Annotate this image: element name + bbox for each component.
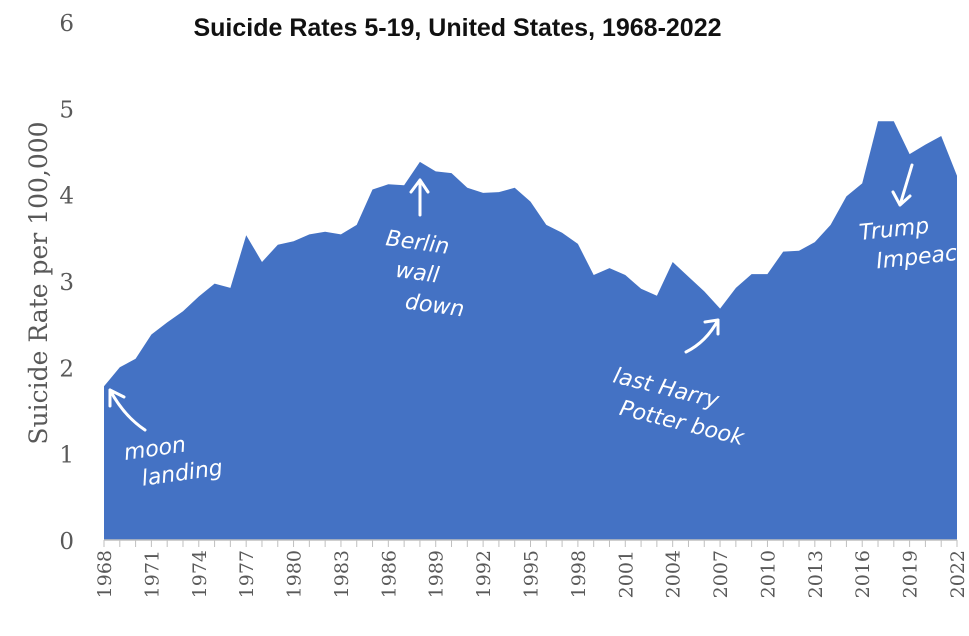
x-tick-label: 1995 (521, 550, 543, 598)
x-tick-label: 2004 (663, 550, 685, 598)
x-tick-label: 1998 (568, 550, 590, 598)
x-tick-label: 2016 (852, 550, 874, 598)
x-tick-label: 1968 (94, 550, 116, 598)
x-tick-label: 1977 (236, 550, 258, 598)
y-tick-label: 5 (59, 97, 74, 123)
x-tick-label: 2013 (805, 550, 827, 598)
y-tick-label: 4 (59, 184, 74, 210)
y-axis-label: Suicide Rate per 100,000 (24, 121, 53, 444)
annotation-arrow (891, 163, 914, 207)
series-area (104, 121, 957, 541)
y-tick-label: 3 (59, 270, 74, 296)
x-tick-label: 1971 (141, 550, 163, 598)
x-tick-label: 1992 (473, 550, 495, 598)
x-tick-label: 1980 (284, 550, 306, 598)
annotation-arrow (684, 318, 720, 354)
x-tick-label: 1986 (378, 550, 400, 598)
x-tick-label: 1989 (426, 550, 448, 598)
x-tick-label: 2001 (615, 550, 637, 598)
chart-title: Suicide Rates 5-19, United States, 1968-… (193, 14, 722, 42)
annotation-line: wall (394, 258, 441, 289)
x-tick-label: 2022 (947, 550, 969, 598)
x-tick-label: 2010 (757, 550, 779, 598)
y-tick-label: 2 (59, 356, 74, 382)
annotation-arrow (108, 388, 147, 432)
y-tick-label: 6 (59, 11, 74, 37)
annotation: moonlanding (108, 388, 224, 494)
annotation-text: moonlanding (122, 428, 224, 494)
x-tick-label: 2019 (900, 550, 922, 598)
x-tick-label: 1974 (189, 550, 211, 598)
annotation-arrow (409, 178, 430, 217)
x-tick-label: 1983 (331, 550, 353, 598)
y-tick-label: 1 (59, 443, 74, 469)
y-tick-label: 0 (59, 529, 74, 555)
x-tick-label: 2007 (710, 550, 732, 598)
